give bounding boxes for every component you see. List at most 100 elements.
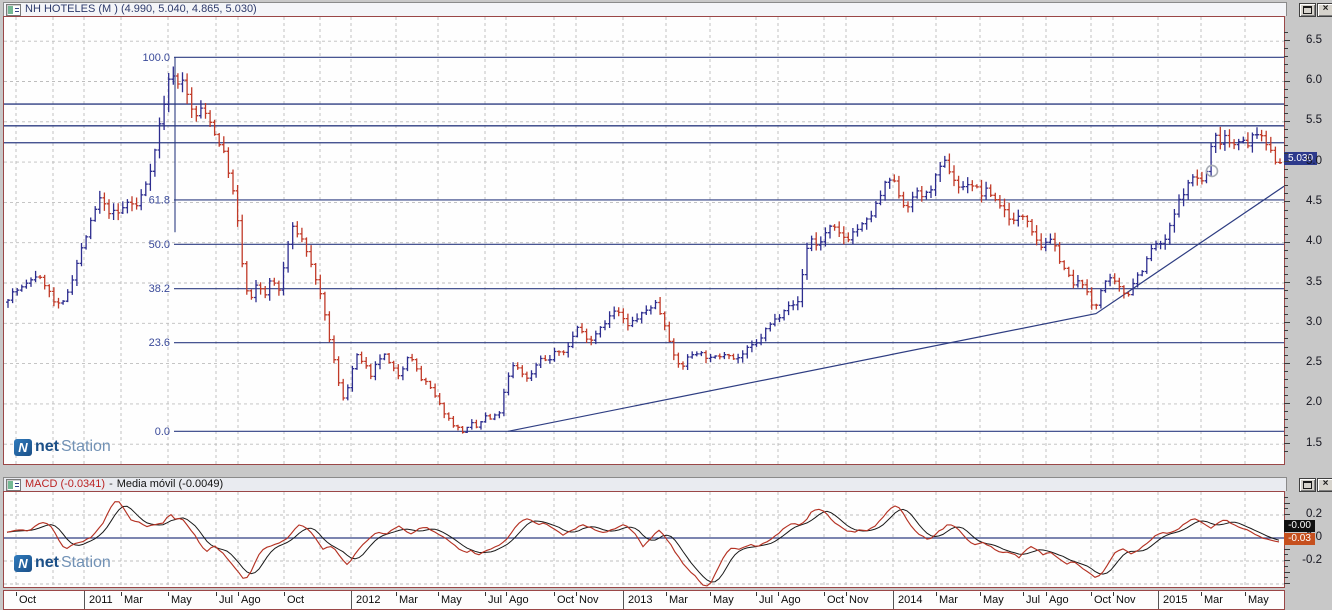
date-axis-label: May	[171, 594, 192, 606]
date-axis-label: Oct	[287, 594, 305, 606]
macd-value-badge: -0.03	[1284, 533, 1315, 545]
price-tick	[1284, 435, 1288, 437]
macd-tick	[1284, 514, 1290, 515]
price-tick	[1284, 419, 1288, 420]
close-icon: ×	[1322, 478, 1329, 489]
macd-tick	[1284, 508, 1288, 510]
macd-label: MACD (-0.0341)	[25, 478, 106, 490]
price-tick	[1284, 370, 1288, 372]
price-axis-label: 6.0	[1306, 74, 1322, 86]
date-axis-label: Oct	[557, 594, 575, 606]
maximize-icon	[1303, 6, 1312, 14]
main-chart-title: NH HOTELES (M ) (4.990, 5.040, 4.865, 5.…	[25, 3, 257, 15]
price-tick	[1284, 48, 1288, 50]
price-axis-label: 2.5	[1306, 356, 1322, 369]
fibonacci-retracement: 100.0 61.8 50.0 38.2 23.6 0.0	[142, 52, 1284, 438]
maximize-icon	[1303, 481, 1312, 489]
price-tick	[1284, 451, 1288, 453]
price-axis-label: 3.5	[1306, 275, 1322, 288]
macd-axis-label: 0.2	[1306, 507, 1322, 520]
date-axis-label: 2015	[1163, 594, 1188, 606]
trendline	[507, 185, 1284, 432]
macd-titlebar[interactable]: MACD (-0.0341) - Media móvil (-0.0049)	[3, 477, 1287, 491]
price-tick	[1284, 354, 1288, 356]
price-tick	[1284, 386, 1288, 388]
date-tick	[284, 592, 285, 596]
year-separator	[893, 591, 894, 609]
date-tick	[756, 592, 757, 596]
date-axis-label: Oct	[827, 594, 845, 606]
date-tick	[438, 592, 439, 596]
price-axis-label: 5.0	[1306, 154, 1322, 167]
date-tick	[1245, 592, 1246, 596]
macd-tick	[1284, 554, 1288, 556]
fib-level-label: 38.2	[149, 283, 170, 295]
price-axis-label: 3.0	[1306, 315, 1322, 328]
date-axis-label: Ago	[781, 594, 801, 606]
price-tick	[1284, 290, 1288, 292]
main-chart-plot[interactable]: 100.0 61.8 50.0 38.2 23.6 0.0 N net Station	[3, 16, 1285, 465]
price-tick	[1284, 346, 1288, 348]
price-tick	[1284, 411, 1288, 412]
price-tick	[1284, 64, 1288, 66]
macd-canvas[interactable]	[4, 492, 1284, 587]
main-chart-titlebar[interactable]: NH HOTELES (M ) (4.990, 5.040, 4.865, 5.…	[3, 2, 1287, 16]
price-tick	[1284, 233, 1288, 235]
date-axis-label: Mar	[939, 594, 958, 606]
date-axis-label: May	[1248, 594, 1269, 606]
price-tick	[1284, 104, 1288, 106]
date-tick	[1091, 592, 1092, 596]
date-tick	[168, 592, 169, 596]
date-axis[interactable]: Oct 2011 Mar May Jul Ago Oct 2012 Mar May Jul Ago Oc…	[3, 590, 1285, 610]
price-tick	[1284, 249, 1288, 251]
macd-grid	[4, 492, 1284, 587]
date-axis-label: 2014	[898, 594, 923, 606]
close-icon: ×	[1322, 3, 1329, 14]
date-axis-label: Jul	[759, 594, 774, 606]
macd-tick	[1284, 496, 1288, 498]
date-tick	[1046, 592, 1047, 596]
macd-axis[interactable]: 0.20.0-0.2-0.00-0.03	[1284, 491, 1332, 586]
date-axis-label: Ago	[241, 594, 261, 606]
price-tick	[1284, 225, 1288, 227]
close-button[interactable]: ×	[1317, 3, 1332, 17]
price-tick	[1284, 201, 1290, 203]
date-axis-label: 2011	[89, 594, 113, 606]
price-tick	[1284, 257, 1288, 259]
price-tick	[1284, 427, 1288, 429]
fib-level-label: 61.8	[149, 194, 170, 206]
macd-tick	[1284, 565, 1288, 567]
date-axis-label: May	[713, 594, 734, 606]
date-tick	[710, 592, 711, 596]
fib-level-label: 0.0	[155, 426, 170, 438]
ohlc-down-bars	[38, 73, 1282, 434]
date-tick	[554, 592, 555, 596]
date-tick	[1113, 592, 1114, 596]
maximize-button[interactable]	[1299, 3, 1316, 17]
price-tick	[1284, 209, 1288, 211]
price-tick	[1284, 161, 1290, 163]
date-tick	[1023, 592, 1024, 596]
date-axis-label: Ago	[1049, 594, 1069, 606]
ohlc-up-bars	[6, 66, 1259, 434]
price-axis-label: 2.0	[1306, 396, 1322, 409]
date-tick	[666, 592, 667, 596]
price-tick	[1284, 169, 1288, 171]
year-separator	[623, 591, 624, 609]
macd-plot[interactable]: N net Station	[3, 491, 1285, 588]
price-tick	[1284, 443, 1290, 445]
macd-close-button[interactable]: ×	[1317, 478, 1332, 492]
signal-label: Media móvil (-0.0049)	[116, 478, 224, 490]
price-chart-canvas[interactable]: 100.0 61.8 50.0 38.2 23.6 0.0	[4, 17, 1284, 464]
date-tick	[396, 592, 397, 596]
date-axis-label: 2012	[356, 594, 381, 606]
macd-maximize-button[interactable]	[1299, 478, 1316, 492]
price-tick	[1284, 378, 1288, 380]
price-axis[interactable]: 5.030 6.5 6.0 5.5 5.0 4.5 4.0 3.5 3.0 2.5 2.0 1.5	[1284, 16, 1332, 463]
date-tick	[980, 592, 981, 596]
price-tick	[1284, 273, 1288, 275]
price-axis-label: 4.5	[1306, 194, 1322, 207]
price-tick	[1284, 298, 1288, 300]
price-tick	[1284, 120, 1290, 122]
